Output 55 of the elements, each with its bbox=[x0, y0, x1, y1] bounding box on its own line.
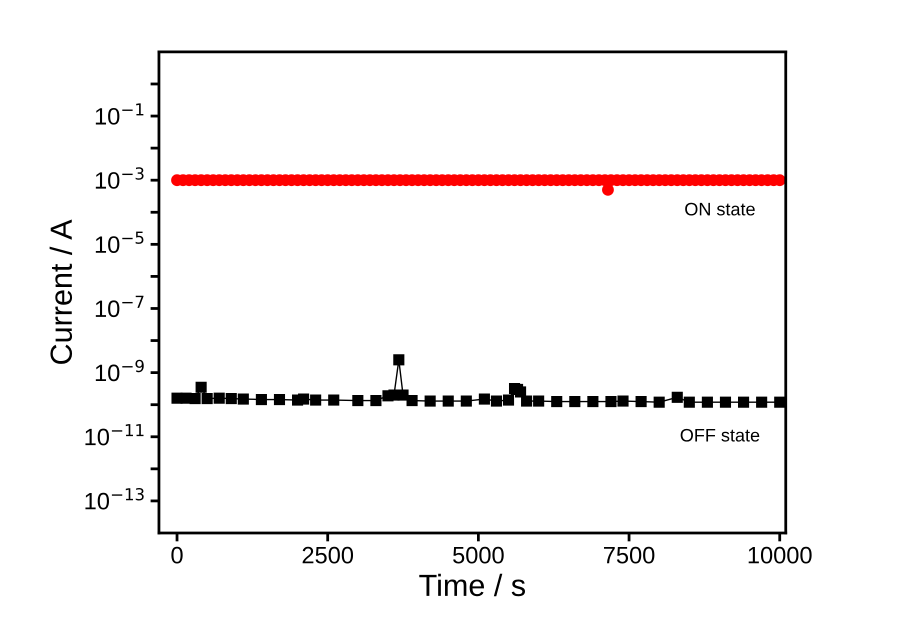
point bbox=[256, 394, 267, 406]
point bbox=[587, 396, 598, 408]
point bbox=[406, 394, 418, 406]
point bbox=[238, 393, 249, 405]
y-axis-title: Current / A bbox=[50, 219, 72, 364]
annotation: OFF state bbox=[680, 428, 760, 442]
x-tick-label: 7500 bbox=[604, 546, 654, 564]
y-tick-label: 10$^{−1}$ bbox=[96, 103, 144, 125]
point bbox=[202, 393, 213, 404]
point bbox=[672, 392, 683, 403]
point bbox=[654, 396, 665, 408]
point bbox=[684, 396, 695, 408]
point bbox=[352, 394, 364, 406]
point bbox=[442, 395, 454, 407]
point bbox=[551, 396, 562, 408]
point bbox=[490, 395, 502, 407]
point bbox=[397, 389, 409, 401]
point bbox=[515, 386, 526, 398]
point bbox=[738, 396, 750, 408]
x-tick-label: 0 bbox=[171, 546, 183, 564]
point bbox=[702, 396, 713, 408]
point bbox=[478, 393, 490, 405]
point bbox=[460, 395, 472, 407]
annotation: ON state bbox=[685, 202, 755, 216]
point bbox=[617, 395, 629, 407]
point bbox=[214, 392, 225, 404]
point bbox=[310, 394, 322, 406]
y-tick-label: 10$^{−9}$ bbox=[96, 360, 144, 382]
y-tick-label: 10$^{−7}$ bbox=[96, 296, 144, 318]
point bbox=[720, 396, 732, 408]
y-tick-label: 10$^{−3}$ bbox=[96, 167, 144, 189]
point bbox=[393, 354, 404, 366]
point bbox=[521, 395, 532, 407]
point bbox=[502, 394, 514, 406]
point bbox=[196, 382, 207, 393]
x-tick-label: 2500 bbox=[302, 546, 354, 564]
point bbox=[190, 393, 201, 404]
point bbox=[298, 393, 310, 405]
x-tick-label: 5000 bbox=[453, 546, 504, 564]
y-tick-label: 10$^{−5}$ bbox=[96, 232, 144, 253]
x-tick-label: 10000 bbox=[748, 546, 812, 564]
point bbox=[226, 393, 237, 404]
point bbox=[274, 394, 286, 406]
y-tick-label: 10$^{−11}$ bbox=[85, 424, 144, 446]
x-axis-title: Time / s bbox=[419, 574, 525, 596]
point bbox=[533, 395, 544, 407]
point bbox=[756, 396, 768, 408]
point bbox=[636, 396, 647, 408]
point bbox=[569, 396, 580, 408]
point bbox=[605, 396, 617, 408]
y-tick-label: 10$^{−13}$ bbox=[85, 488, 144, 510]
point bbox=[370, 394, 382, 406]
point bbox=[424, 395, 436, 407]
point bbox=[328, 394, 340, 406]
point bbox=[774, 396, 786, 408]
